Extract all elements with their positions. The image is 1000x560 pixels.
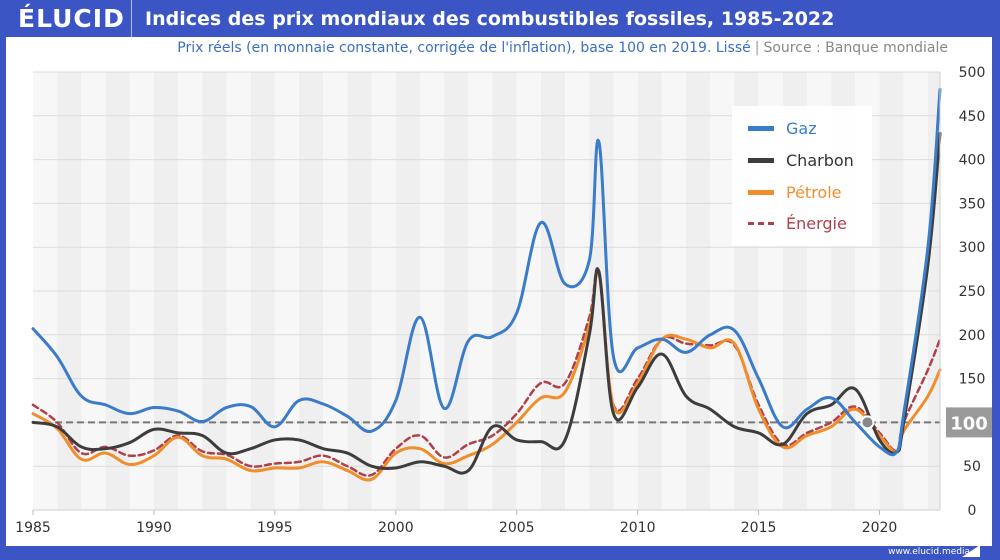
y-tick-label: 100: [950, 413, 988, 434]
legend-swatch-energie: [748, 221, 774, 225]
y-tick-label: 400: [959, 153, 986, 169]
x-tick-label: 1990: [136, 520, 172, 536]
chart-title: Indices des prix mondiaux des combustibl…: [145, 8, 835, 30]
legend-item-charbon: Charbon: [748, 150, 854, 170]
legend-swatch-petrole: [748, 189, 774, 195]
elucid-logo: ÉLUCID: [18, 4, 125, 33]
base-year-marker: [860, 415, 875, 430]
gridlines: [33, 71, 940, 511]
y-tick-label: 0: [968, 503, 977, 519]
elucid-mark-icon: [962, 545, 980, 557]
series-line-gaz: [31, 88, 942, 457]
y-tick-label: 350: [959, 196, 986, 212]
legend-label-petrole: Pétrole: [786, 182, 842, 202]
legend-item-energie: Énergie: [748, 213, 847, 233]
y-tick-label: 500: [959, 65, 986, 81]
legend-label-charbon: Charbon: [786, 150, 854, 170]
legend-label-energie: Énergie: [786, 213, 847, 233]
legend: Gaz Charbon Pétrole Énergie: [732, 106, 872, 246]
x-axis: 1985 1990 1995 2000 2005 2010 2015 2020: [15, 509, 940, 536]
series-group: [31, 88, 942, 482]
y-tick-label: 150: [959, 372, 986, 388]
y-tick-label: 300: [959, 240, 986, 256]
series-line-energie: [31, 267, 942, 477]
legend-swatch-charbon: [748, 157, 774, 163]
legend-item-petrole: Pétrole: [748, 182, 842, 202]
x-tick-label: 2005: [499, 520, 535, 536]
y-axis: 0 50 100 150 200 250 300 350 400 450 500: [939, 65, 992, 519]
x-tick-label: 1995: [257, 520, 293, 536]
x-tick-label: 2020: [862, 520, 898, 536]
header-divider: [131, 0, 132, 37]
subtitle-text: Prix réels (en monnaie constante, corrig…: [177, 40, 751, 56]
x-tick-label: 2015: [741, 520, 777, 536]
legend-label-gaz: Gaz: [786, 118, 817, 138]
header-bar: ÉLUCID Indices des prix mondiaux des com…: [0, 0, 1000, 37]
y-tick-label: 50: [963, 459, 981, 475]
reference-value-badge: [946, 407, 992, 438]
y-tick-label: 200: [959, 328, 986, 344]
x-tick-label: 1985: [15, 520, 51, 536]
x-tick-label: 2010: [620, 520, 656, 536]
series-line-petrole: [31, 269, 942, 482]
x-tick-label: 2000: [378, 520, 414, 536]
y-tick-label: 450: [959, 109, 986, 125]
legend-swatch-gaz: [748, 125, 774, 131]
footer-url: www.elucid.media: [888, 547, 970, 557]
legend-item-gaz: Gaz: [748, 118, 817, 138]
chart-subtitle: Prix réels (en monnaie constante, corrig…: [177, 40, 948, 56]
subtitle-separator: |: [754, 40, 760, 56]
series-line-charbon: [31, 131, 942, 475]
source-text: Source : Banque mondiale: [763, 40, 948, 56]
y-tick-label: 250: [959, 284, 986, 300]
